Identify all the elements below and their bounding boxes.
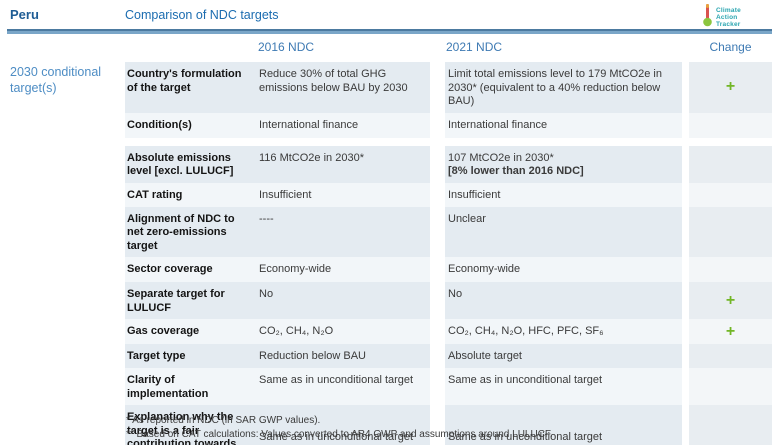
cell-2021: Economy-wide [445, 257, 682, 282]
cell-2016: CO₂, CH₄, N₂O [256, 319, 430, 344]
column-header-change: Change [709, 40, 752, 54]
cell-2021: No [445, 282, 682, 319]
cell-2016: Same as in unconditional target [256, 368, 430, 405]
cell-2016: International finance [256, 112, 430, 138]
column-gap [430, 183, 445, 207]
table-row-cat-rating: CAT rating Insufficient Insufficient [125, 182, 772, 207]
cell-change [689, 145, 772, 183]
cell-change [689, 405, 772, 445]
row-label: Separate target for LULUCF [125, 282, 256, 319]
logo-line-1: Climate [716, 7, 741, 14]
cell-2016: Reduction below BAU [256, 344, 430, 368]
column-gap [430, 257, 445, 282]
column-gap [430, 146, 445, 183]
table-row-net-zero-alignment: Alignment of NDC to net zero-emissions t… [125, 206, 772, 258]
thermometer-icon [702, 3, 713, 32]
cell-2016: Reduce 30% of total GHG emissions below … [256, 62, 430, 113]
table-row-gas-coverage: Gas coverage CO₂, CH₄, N₂O CO₂, CH₄, N₂O… [125, 319, 772, 344]
cell-2021: Same as in unconditional target [445, 405, 682, 445]
cell-2021: Limit total emissions level to 179 MtCO2… [445, 62, 682, 113]
page-title: Comparison of NDC targets [125, 8, 279, 22]
row-label: Clarity of implementation [125, 368, 256, 405]
cell-2021: Insufficient [445, 182, 682, 207]
column-gap [682, 183, 689, 207]
row-label: CAT rating [125, 182, 256, 207]
cell-2016: Same as in unconditional target [256, 405, 430, 445]
cell-2016: Economy-wide [256, 257, 430, 282]
cell-2021: CO₂, CH₄, N₂O, HFC, PFC, SF₆ [445, 319, 682, 344]
row-label: Sector coverage [125, 257, 256, 282]
cell-2016: 116 MtCO2e in 2030* [256, 145, 430, 183]
column-header-2021-ndc: 2021 NDC [446, 40, 503, 54]
plus-icon: + [725, 322, 736, 340]
logo-line-2: Action [716, 14, 738, 21]
footnote-cat-calculations: ** Based on CAT calculations: Values con… [126, 428, 553, 440]
table-row-conditions: Condition(s) International finance Inter… [125, 112, 772, 138]
country-name: Peru [10, 7, 39, 22]
plus-icon: + [725, 78, 736, 96]
cell-2021-line2: [8% lower than 2016 NDC] [448, 165, 584, 177]
table-row-absolute-emissions: Absolute emissions level [excl. LULUCF] … [125, 145, 772, 183]
ndc-comparison-table: Country's formulation of the target Redu… [125, 62, 772, 445]
table-row-formulation: Country's formulation of the target Redu… [125, 62, 772, 113]
column-gap [682, 368, 689, 405]
cell-2016: Insufficient [256, 182, 430, 207]
row-label: Alignment of NDC to net zero-emissions t… [125, 206, 256, 257]
column-gap [682, 113, 689, 138]
header-divider [7, 29, 772, 34]
column-gap [430, 207, 445, 258]
cell-change: + [689, 62, 772, 113]
column-gap [682, 282, 689, 319]
column-gap [430, 319, 445, 344]
cell-2016: ---- [256, 206, 430, 257]
column-gap [682, 257, 689, 282]
cell-change [689, 112, 772, 138]
cell-change [689, 182, 772, 207]
column-gap [430, 368, 445, 405]
cell-2021: Same as in unconditional target [445, 368, 682, 405]
cell-change [689, 257, 772, 282]
footnotes: * As reported in NDC (in SAR GWP values)… [126, 414, 553, 441]
cell-2016: No [256, 282, 430, 319]
column-gap [682, 207, 689, 258]
column-gap [430, 282, 445, 319]
climate-action-tracker-logo: Climate Action Tracker [702, 3, 741, 32]
table-row-fairness-explanation: Explanation why the target is a fair con… [125, 405, 772, 445]
cell-change: + [689, 319, 772, 344]
column-gap [430, 344, 445, 368]
footnote-sar-gwp: * As reported in NDC (in SAR GWP values)… [126, 415, 321, 426]
table-row-lulucf-target: Separate target for LULUCF No No + [125, 282, 772, 319]
row-label: Country's formulation of the target [125, 62, 256, 113]
cell-change [689, 206, 772, 257]
plus-icon: + [725, 291, 736, 309]
target-scope-label: 2030 conditional target(s) [10, 65, 102, 95]
cell-change [689, 368, 772, 405]
table-row-clarity: Clarity of implementation Same as in unc… [125, 368, 772, 405]
logo-text: Climate Action Tracker [716, 7, 741, 28]
column-gap [682, 146, 689, 183]
cell-2021-line1: 107 MtCO2e in 2030* [448, 151, 554, 164]
column-gap [682, 62, 689, 113]
column-gap [682, 344, 689, 368]
cell-2021: 107 MtCO2e in 2030* [8% lower than 2016 … [445, 145, 682, 183]
column-gap [430, 62, 445, 113]
column-gap [430, 113, 445, 138]
cell-2021: Absolute target [445, 344, 682, 368]
column-gap [682, 319, 689, 344]
column-gap [682, 405, 689, 445]
table-row-target-type: Target type Reduction below BAU Absolute… [125, 344, 772, 368]
logo-line-3: Tracker [716, 21, 741, 28]
cell-2021: International finance [445, 112, 682, 138]
row-label: Absolute emissions level [excl. LULUCF] [125, 145, 256, 183]
cell-change [689, 344, 772, 368]
column-header-2016-ndc: 2016 NDC [258, 40, 315, 54]
table-row-sector-coverage: Sector coverage Economy-wide Economy-wid… [125, 257, 772, 282]
cell-change: + [689, 282, 772, 319]
row-label: Target type [125, 344, 256, 368]
row-label: Condition(s) [125, 112, 256, 138]
row-label: Gas coverage [125, 319, 256, 344]
row-label: Explanation why the target is a fair con… [125, 405, 256, 445]
cell-2021: Unclear [445, 206, 682, 257]
